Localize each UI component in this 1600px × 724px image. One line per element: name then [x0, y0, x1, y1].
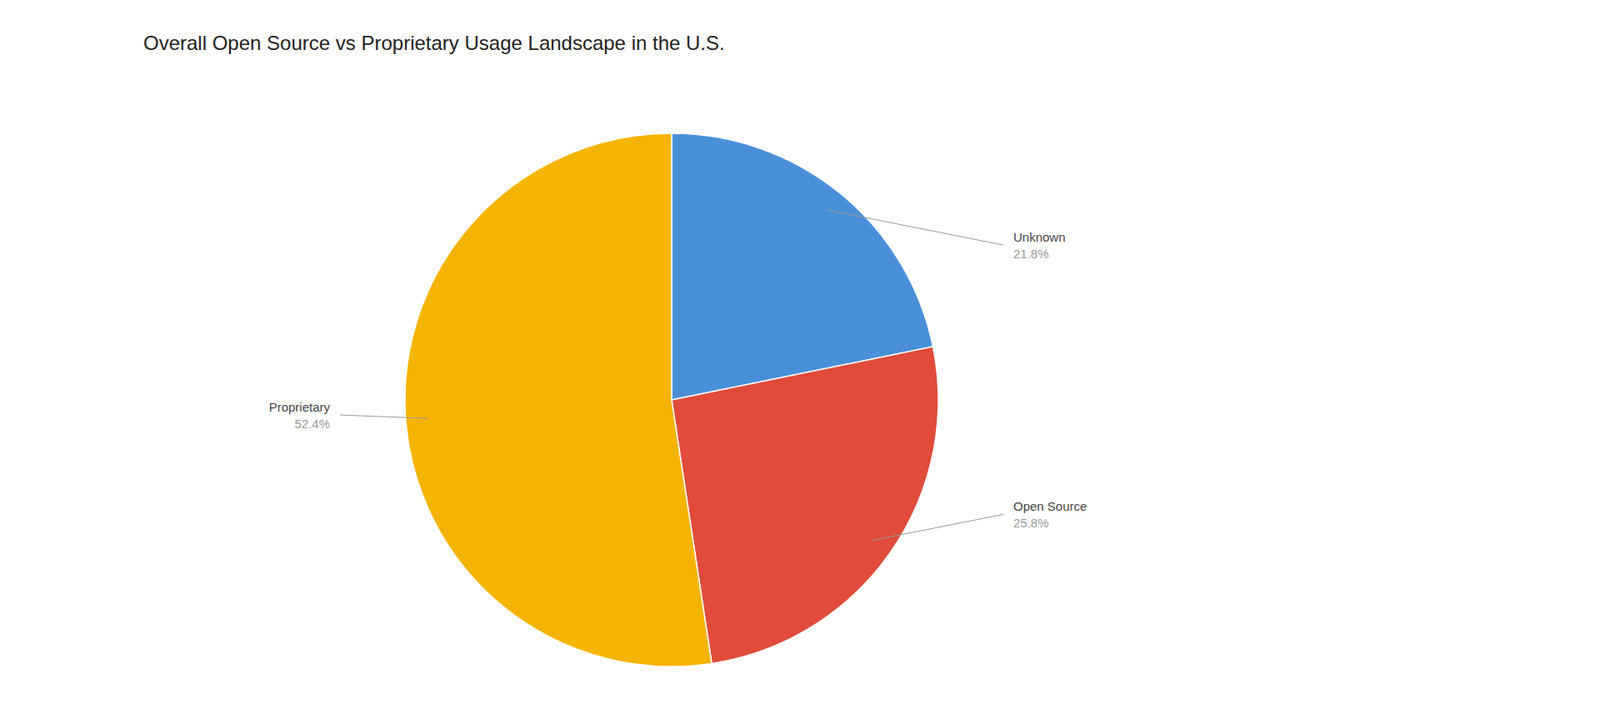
slice-label: Open Source — [1013, 499, 1087, 514]
leader-line — [340, 415, 427, 419]
leader-line — [826, 210, 1004, 245]
chart-root: Overall Open Source vs Proprietary Usage… — [0, 0, 1600, 724]
chart-title: Overall Open Source vs Proprietary Usage… — [143, 31, 725, 55]
slice-label: Proprietary — [269, 400, 331, 415]
leader-line — [872, 514, 1004, 540]
data-label: 52.4% — [294, 416, 330, 431]
pie — [405, 133, 939, 667]
pie-slice — [671, 346, 939, 664]
labels: Unknown21.8% Open Source25.8% Proprietary5… — [269, 210, 1088, 541]
data-label: 25.8% — [1013, 515, 1050, 530]
slice-label: Unknown — [1013, 230, 1066, 245]
pie-slice — [405, 133, 712, 667]
data-label: 21.8% — [1013, 246, 1050, 261]
